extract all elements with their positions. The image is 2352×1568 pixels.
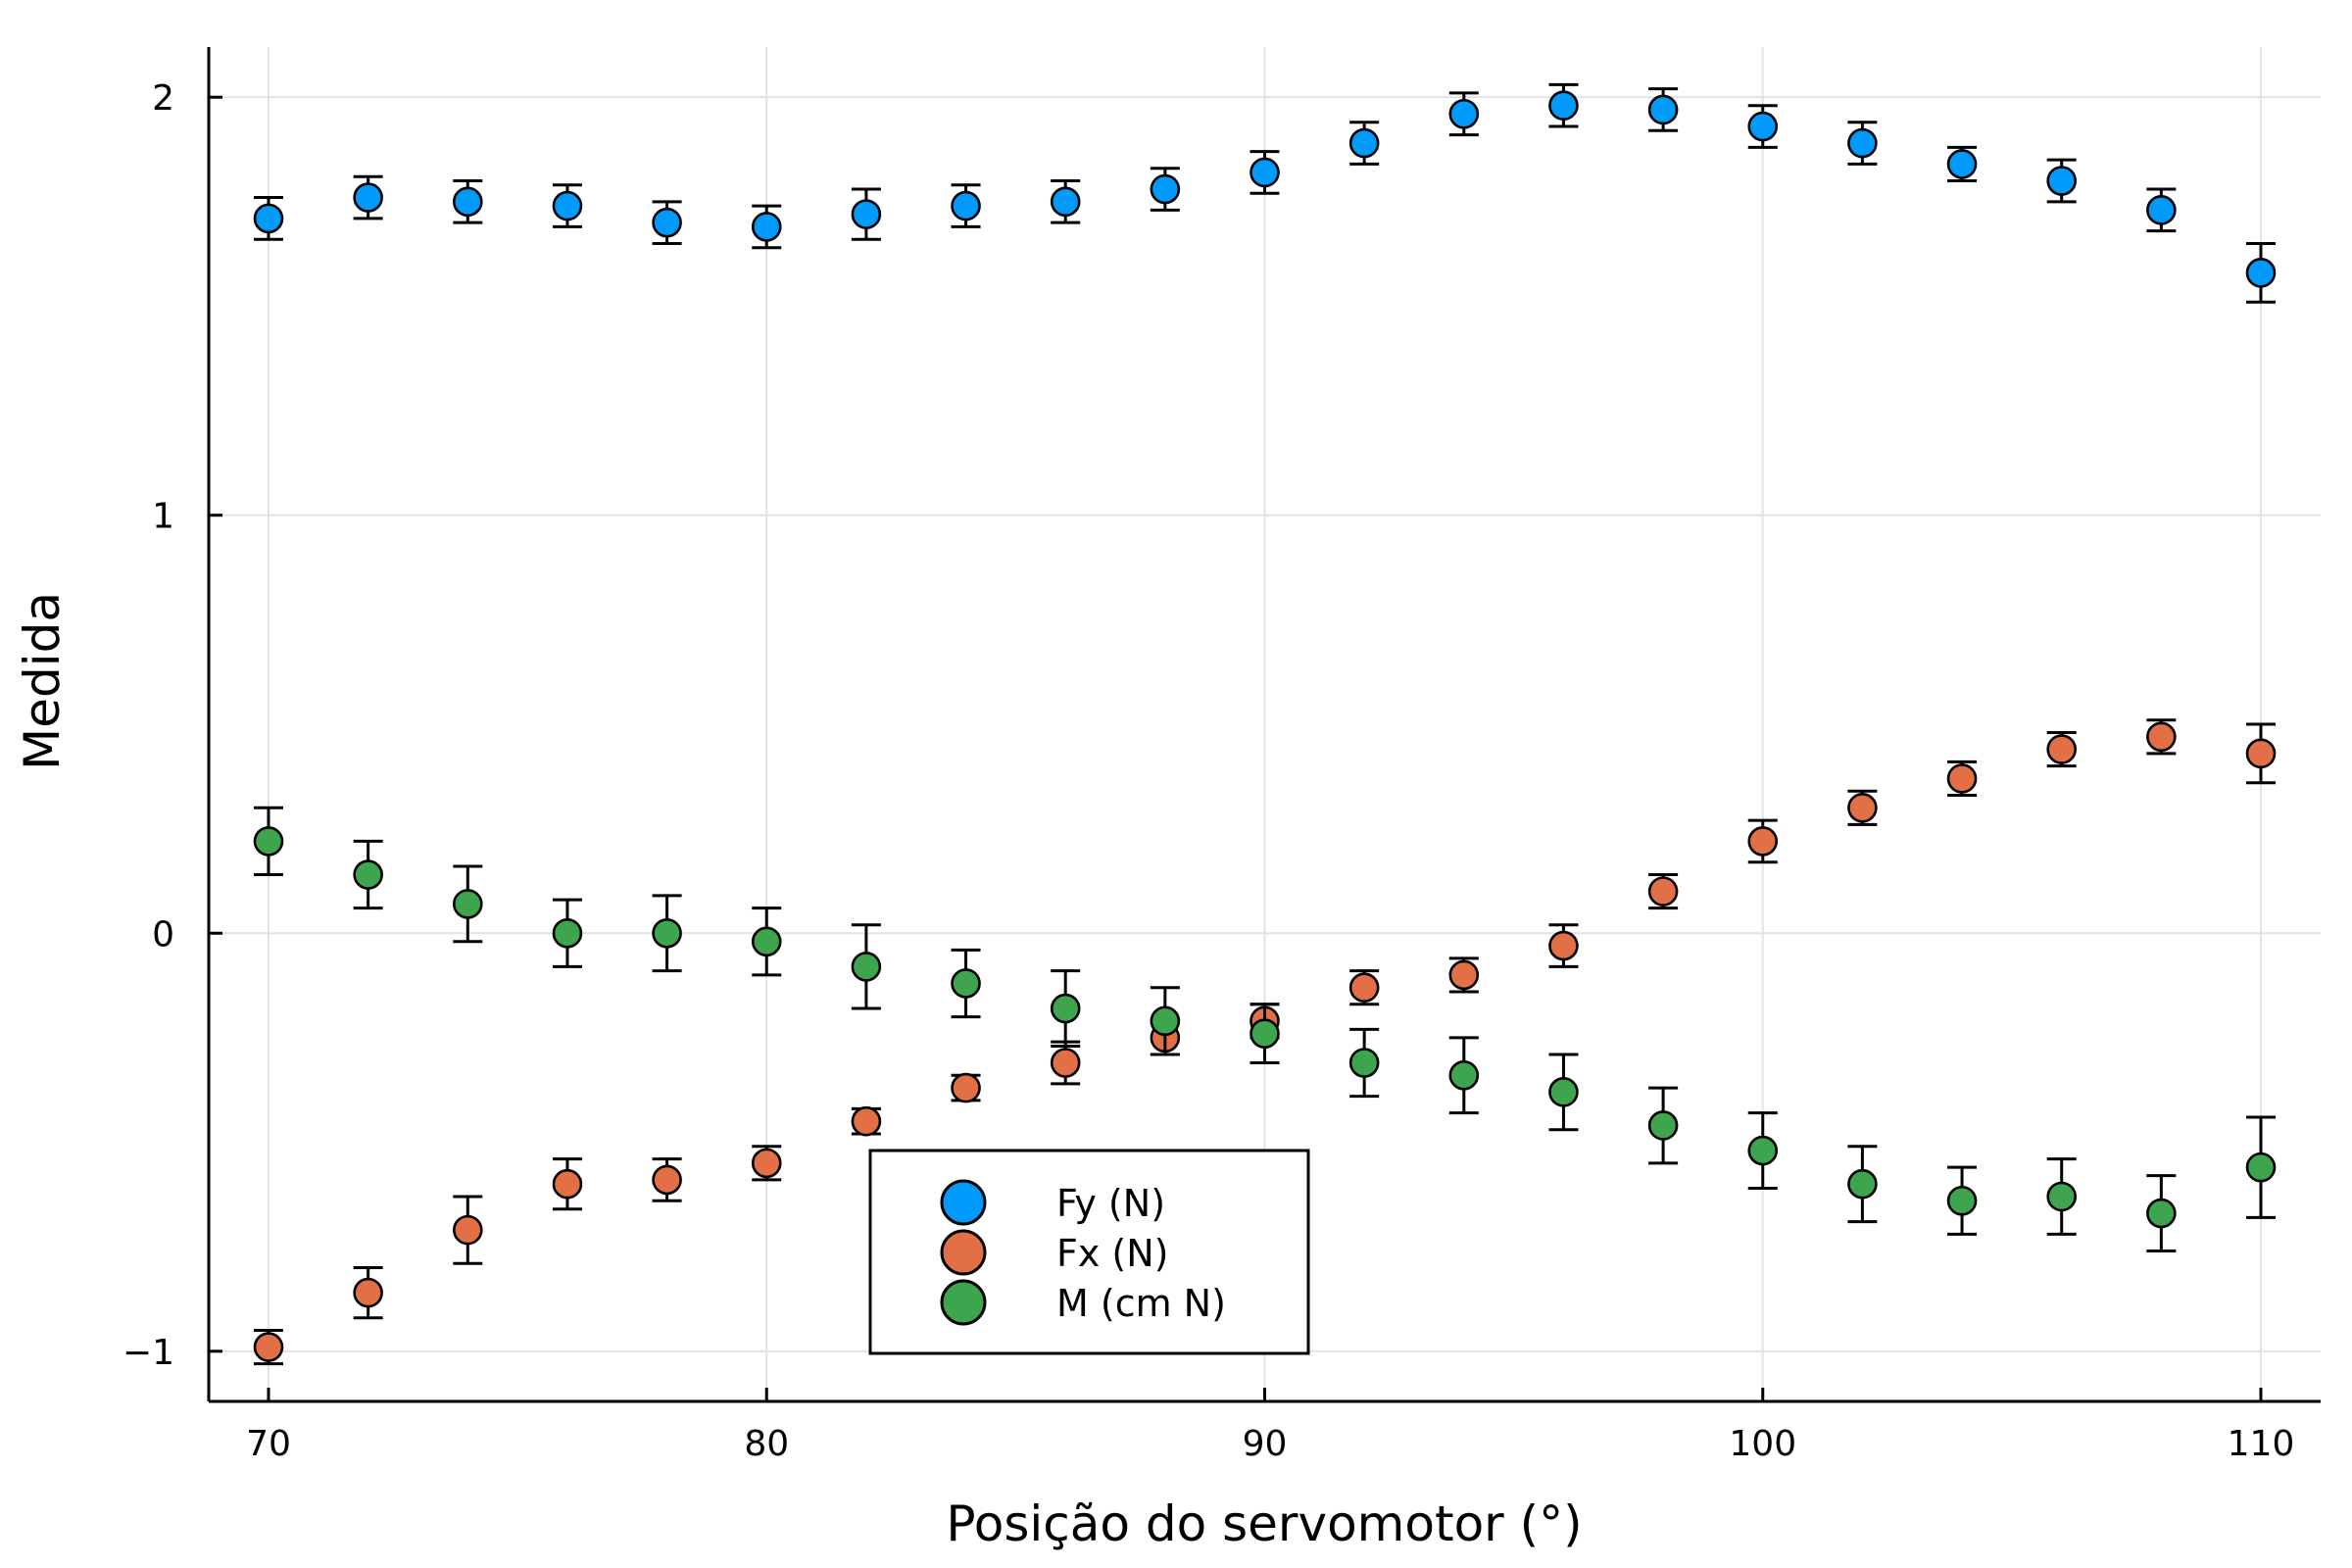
x-tick-label: 100 [1729,1424,1796,1464]
data-point [1050,1048,1081,1078]
data-point [1747,111,1779,142]
data-point [751,212,782,242]
data-point [2146,195,2177,225]
data-point [2146,721,2177,753]
y-axis-label: Medida [14,592,71,770]
data-point [751,926,782,957]
legend-label: M (cm N) [1056,1282,1226,1325]
data-point [1647,1110,1679,1141]
data-point [1050,993,1081,1024]
data-point [1647,876,1679,906]
data-point [552,190,583,221]
data-point [1946,149,1978,179]
data-point [1946,763,1978,794]
legend-marker [940,1229,987,1276]
series-2 [253,806,2277,1252]
data-point [353,1277,383,1308]
x-tick-label: 90 [1243,1424,1288,1464]
data-point [652,1164,682,1196]
data-point [452,1214,483,1246]
x-tick-label: 80 [744,1424,789,1464]
x-axis-label: Posição do servomotor (°) [946,1495,1582,1552]
data-point [353,859,383,890]
data-point [1548,1077,1579,1107]
data-point [2046,166,2078,196]
data-point [1348,972,1380,1004]
series-0 [253,82,2277,304]
data-point [1548,930,1579,961]
data-point [1150,1005,1181,1037]
y-tick-label: −1 [122,1333,174,1373]
data-point [1747,826,1779,857]
data-point [1448,959,1480,991]
data-point [2046,734,2078,764]
data-point [1150,173,1181,205]
data-point [2146,1198,2177,1229]
legend-label: Fx (N) [1056,1232,1169,1275]
data-point [751,1148,782,1179]
data-point [951,1072,981,1103]
data-point [552,1168,583,1200]
data-point [851,952,882,982]
data-point [951,190,981,221]
series-1 [253,718,2277,1366]
x-tick-label: 70 [246,1424,291,1464]
data-point [1847,793,1878,823]
data-point [1747,1135,1779,1166]
data-point [1250,157,1280,188]
data-point [1647,94,1679,125]
data-point [2245,738,2277,769]
data-point [1348,1048,1380,1078]
data-point [1847,127,1878,159]
data-point [2245,258,2277,288]
data-point [253,1332,284,1362]
data-point [1548,90,1579,122]
axes [207,47,2321,1403]
data-point [1050,186,1081,218]
legend-label: Fy (N) [1056,1182,1165,1225]
data-point [253,826,284,857]
y-tick-label: 0 [152,914,174,955]
data-point [851,1105,882,1137]
data-point [2046,1181,2078,1212]
data-point [353,182,383,213]
data-point [1448,98,1480,129]
data-point [1250,1018,1280,1049]
data-point [1348,127,1380,159]
data-point [1946,1185,1978,1216]
legend-marker [940,1179,987,1226]
y-tick-label: 2 [152,78,174,119]
data-point [652,207,682,238]
data-point [1847,1168,1878,1200]
data-point [452,186,483,218]
data-point [1448,1059,1480,1091]
y-tick-label: 1 [152,497,174,537]
legend-marker [940,1279,987,1326]
data-point [2245,1152,2277,1183]
data-point [452,889,483,919]
data-point [552,917,583,949]
x-tick-label: 110 [2228,1424,2295,1464]
tick-labels: 70 80 90 100 110 −1 0 1 2 [122,78,2294,1464]
data-point [951,968,981,999]
legend: Fy (N) Fx (N) M (cm N) [868,1149,1310,1355]
data-point [253,203,284,234]
data-point [851,199,882,229]
plot-area [253,82,2277,1366]
data-point [652,917,682,949]
